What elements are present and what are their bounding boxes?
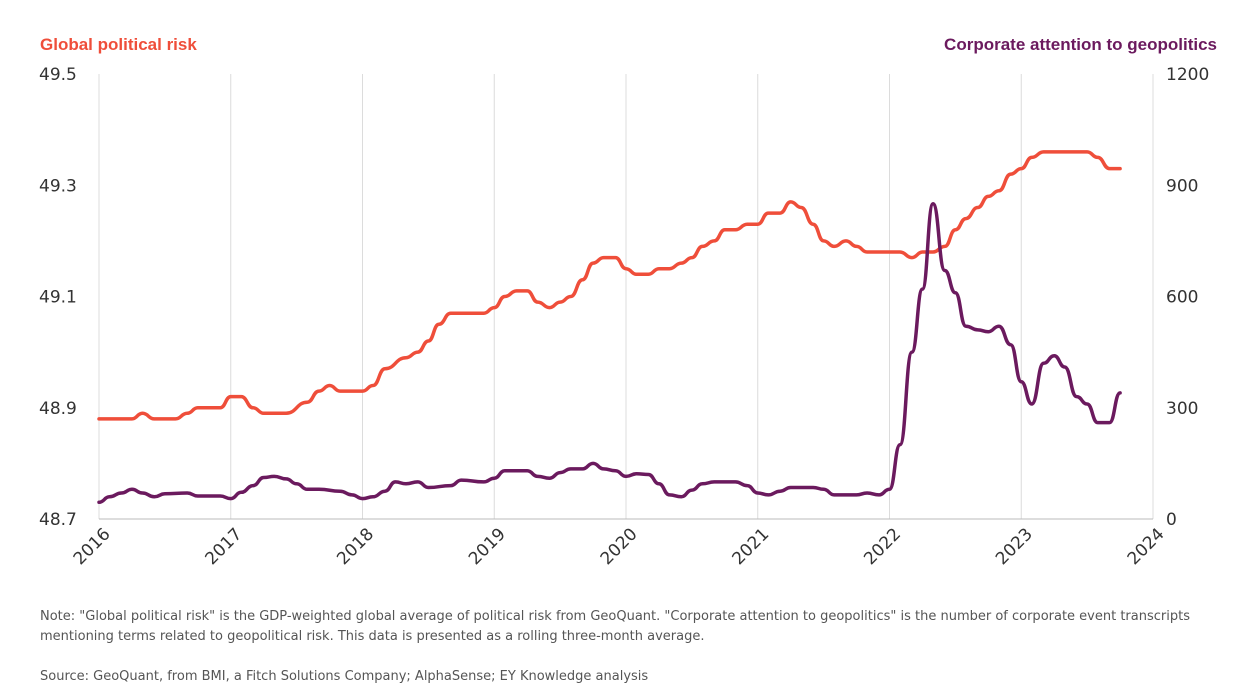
x-tick-label: 2021: [729, 524, 774, 569]
right-tick-label: 300: [1166, 399, 1198, 419]
left-axis-title: Global political risk: [40, 35, 197, 54]
series-line-global-political-risk: [97, 150, 1122, 421]
x-tick-label: 2022: [860, 524, 905, 569]
x-tick-label: 2017: [202, 524, 247, 569]
right-axis-ticks: 1200 900 600 300 0: [1166, 65, 1209, 530]
left-tick-label: 49.3: [39, 176, 77, 196]
gridlines: [98, 74, 1154, 520]
chart-note: Note: "Global political risk" is the GDP…: [40, 609, 1190, 644]
right-tick-label: 600: [1166, 288, 1198, 308]
x-tick-label: 2018: [333, 524, 378, 569]
left-axis-ticks: 49.5 49.3 49.1 48.9 48.7: [39, 65, 77, 530]
right-tick-label: 0: [1166, 510, 1177, 530]
right-tick-label: 1200: [1166, 65, 1209, 85]
series-lines: [97, 150, 1122, 505]
x-tick-label: 2020: [597, 524, 642, 569]
right-tick-label: 900: [1166, 176, 1198, 196]
x-tick-label: 2024: [1124, 524, 1169, 569]
x-tick-label: 2016: [70, 524, 115, 569]
x-tick-label: 2023: [992, 524, 1037, 569]
left-tick-label: 49.5: [39, 65, 77, 85]
chart-source: Source: GeoQuant, from BMI, a Fitch Solu…: [40, 669, 649, 684]
left-tick-label: 48.9: [39, 399, 77, 419]
left-tick-label: 48.7: [39, 510, 77, 530]
right-axis-title: Corporate attention to geopolitics: [944, 35, 1217, 54]
series-line-corporate-attention: [97, 202, 1122, 505]
x-axis-ticks: 2016 2017 2018 2019 2020 2021 2022 2023 2024: [70, 524, 1169, 569]
x-tick-label: 2019: [465, 524, 510, 569]
left-tick-label: 49.1: [39, 288, 77, 308]
